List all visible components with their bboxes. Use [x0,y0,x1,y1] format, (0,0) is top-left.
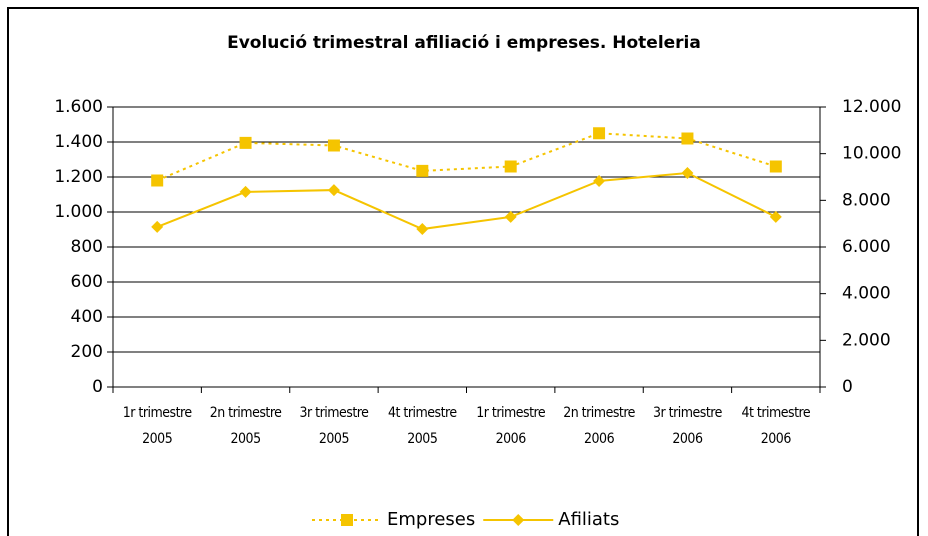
y-tick-label: 1.200 [54,167,103,187]
y2-tick-label: 4.000 [842,284,891,304]
marker [504,160,517,173]
x-tick-label: 2n trimestre 2006 [563,405,635,447]
marker [681,167,694,180]
y-tick-label: 400 [71,307,103,327]
marker [239,185,252,198]
legend-label: Afiliats [558,509,619,530]
y2-tick-label: 8.000 [842,190,891,210]
y2-tick-label: 10.000 [842,144,901,164]
x-tick-label: 1r trimestre 2005 [122,405,192,447]
marker [327,139,340,152]
legend-marker [512,514,525,526]
chart-frame [7,7,919,536]
y-tick-label: 200 [71,342,103,362]
y-tick-label: 1.600 [54,97,103,117]
x-tick-label: 2n trimestre 2005 [209,405,282,447]
x-tick-label: 4t trimestre 2006 [741,405,811,447]
marker [151,174,164,187]
x-tick-label: 1r trimestre 2006 [476,405,546,447]
y2-tick-label: 2.000 [842,330,891,350]
x-tick-label: 3r trimestre 2005 [299,405,369,447]
marker [593,127,606,140]
marker [151,220,164,233]
y-tick-label: 1.000 [54,202,103,222]
y2-tick-label: 6.000 [842,237,891,257]
marker [681,132,694,145]
y-tick-label: 0 [92,377,103,397]
marker [327,184,340,197]
y2-tick-label: 12.000 [842,97,901,117]
legend-label: Empreses [387,509,475,530]
series-line [156,172,777,231]
y-tick-label: 1.400 [54,132,103,152]
legend-marker [341,514,353,526]
marker [416,164,429,177]
x-tick-label: 3r trimestre 2006 [652,405,722,447]
marker [504,210,517,223]
x-tick-label: 4t trimestre 2005 [387,405,457,447]
marker [239,136,252,149]
marker [593,174,606,187]
marker [769,160,782,173]
marker [769,210,782,223]
chart-title: Evolució trimestral afiliació i empreses… [227,33,701,53]
y-tick-label: 800 [71,237,103,257]
y2-tick-label: 0 [842,377,853,397]
marker [416,223,429,236]
series-line [156,132,777,182]
y-tick-label: 600 [71,272,103,292]
